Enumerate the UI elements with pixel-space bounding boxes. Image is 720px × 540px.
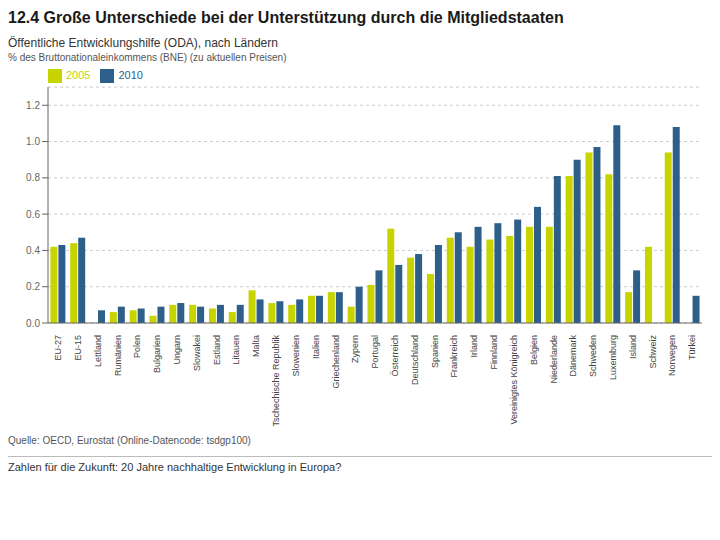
- svg-text:Niederlande: Niederlande: [549, 335, 559, 384]
- svg-text:Norwegen: Norwegen: [667, 335, 677, 376]
- svg-text:EU-27: EU-27: [53, 335, 63, 361]
- svg-text:Slowenien: Slowenien: [291, 335, 301, 377]
- svg-text:Österreich: Österreich: [390, 335, 400, 377]
- svg-text:Litauen: Litauen: [231, 335, 241, 365]
- svg-text:Dänemark: Dänemark: [568, 335, 578, 377]
- svg-text:0.4: 0.4: [26, 245, 40, 256]
- svg-text:EU-15: EU-15: [73, 335, 83, 361]
- svg-text:Spanien: Spanien: [430, 335, 440, 368]
- svg-text:Vereinigtes Königreich: Vereinigtes Königreich: [509, 335, 519, 425]
- svg-text:Zypern: Zypern: [350, 335, 360, 363]
- svg-text:Portugal: Portugal: [370, 335, 380, 369]
- svg-text:1.2: 1.2: [26, 100, 40, 111]
- html-text:% des Bruttonationaleinkommens: % des Bruttonationaleinkommens (BNE) (zu…: [8, 52, 287, 63]
- html-text:Öffentliche Entwicklungshilfe: Öffentliche Entwicklungshilfe (ODA), nac…: [8, 36, 278, 50]
- svg-text:Frankreich: Frankreich: [449, 335, 459, 378]
- svg-text:Estland: Estland: [212, 335, 222, 365]
- svg-text:0.8: 0.8: [26, 172, 40, 183]
- svg-text:Irland: Irland: [469, 335, 479, 358]
- svg-text:Polen: Polen: [132, 335, 142, 358]
- svg-text:0.6: 0.6: [26, 209, 40, 220]
- svg-text:Italien: Italien: [311, 335, 321, 359]
- html-text:Quelle: OECD, Eurostat (Online: Quelle: OECD, Eurostat (Online-Datencode…: [8, 435, 251, 446]
- svg-text:Island: Island: [628, 335, 638, 359]
- svg-text:Finnland: Finnland: [489, 335, 499, 370]
- svg-text:Ungarn: Ungarn: [172, 335, 182, 365]
- svg-text:Griechenland: Griechenland: [331, 335, 341, 389]
- svg-text:0.2: 0.2: [26, 281, 40, 292]
- svg-text:Malta: Malta: [251, 335, 261, 357]
- svg-text:Luxemburg: Luxemburg: [608, 335, 618, 380]
- svg-text:Slowakei: Slowakei: [192, 335, 202, 371]
- html-text:2005: 2005: [66, 69, 91, 81]
- svg-text:Deutschland: Deutschland: [410, 335, 420, 385]
- svg-text:Bulgarien: Bulgarien: [152, 335, 162, 373]
- svg-text:Türkei: Türkei: [687, 335, 697, 360]
- svg-text:Belgien: Belgien: [529, 335, 539, 365]
- svg-text:Schweiz: Schweiz: [648, 335, 658, 369]
- svg-text:Rumänien: Rumänien: [113, 335, 123, 376]
- svg-text:0.0: 0.0: [26, 318, 40, 329]
- svg-text:Schweden: Schweden: [588, 335, 598, 377]
- html-text:Zahlen für die Zukunft: 20 Jah: Zahlen für die Zukunft: 20 Jahre nachhal…: [8, 461, 342, 473]
- html-text:2010: 2010: [118, 69, 143, 81]
- svg-text:Tschechische Republik: Tschechische Republik: [271, 335, 281, 427]
- svg-text:Lettland: Lettland: [93, 335, 103, 367]
- svg-text:1.0: 1.0: [26, 136, 40, 147]
- html-text:12.4 Große Unterschiede bei de: 12.4 Große Unterschiede bei der Unterstü…: [8, 9, 564, 26]
